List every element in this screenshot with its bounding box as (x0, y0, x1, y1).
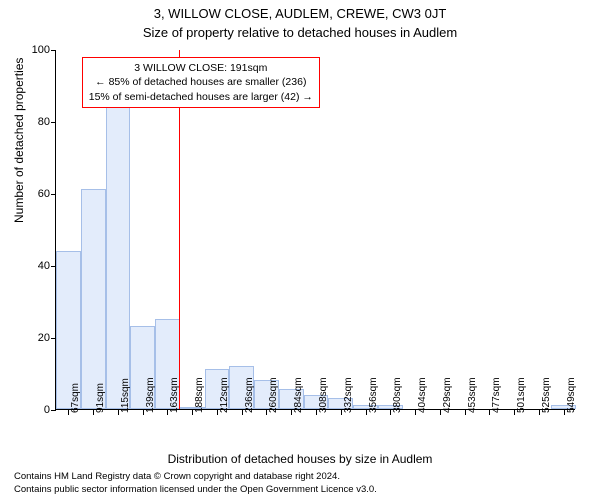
x-tick-label: 404sqm (417, 377, 428, 413)
x-tick-label: 429sqm (442, 377, 453, 413)
x-tick-label: 453sqm (467, 377, 478, 413)
x-tick-label: 356sqm (368, 377, 379, 413)
annotation-line-3: 15% of semi-detached houses are larger (… (89, 90, 313, 104)
x-tick-mark (93, 410, 94, 415)
x-tick-mark (341, 410, 342, 415)
y-axis-label: Number of detached properties (12, 58, 26, 223)
x-tick-label: 477sqm (491, 377, 502, 413)
x-tick-mark (539, 410, 540, 415)
x-tick-mark (465, 410, 466, 415)
page-title: 3, WILLOW CLOSE, AUDLEM, CREWE, CW3 0JT (0, 0, 600, 21)
copyright-line-1: Contains HM Land Registry data © Crown c… (14, 471, 377, 483)
x-tick-label: 308sqm (318, 377, 329, 413)
x-tick-label: 236sqm (244, 377, 255, 413)
x-tick-label: 284sqm (293, 377, 304, 413)
x-tick-label: 212sqm (219, 377, 230, 413)
x-tick-mark (564, 410, 565, 415)
x-tick-label: 260sqm (268, 377, 279, 413)
histogram-bar (81, 189, 106, 409)
y-tick-label: 20 (38, 332, 56, 344)
x-tick-mark (118, 410, 119, 415)
y-tick-label: 0 (44, 404, 56, 416)
y-tick-label: 60 (38, 188, 56, 200)
y-tick-label: 40 (38, 260, 56, 272)
x-tick-mark (242, 410, 243, 415)
x-tick-mark (415, 410, 416, 415)
x-tick-label: 67sqm (70, 383, 81, 413)
x-tick-label: 188sqm (194, 377, 205, 413)
x-tick-mark (316, 410, 317, 415)
x-tick-label: 501sqm (516, 377, 527, 413)
annotation-box: 3 WILLOW CLOSE: 191sqm ← 85% of detached… (82, 57, 320, 108)
y-tick-label: 100 (32, 44, 56, 56)
x-axis-label: Distribution of detached houses by size … (0, 452, 600, 466)
x-tick-mark (440, 410, 441, 415)
copyright-line-2: Contains public sector information licen… (14, 484, 377, 496)
y-tick-label: 80 (38, 116, 56, 128)
x-tick-label: 91sqm (95, 383, 106, 413)
plot-area: 02040608010067sqm91sqm115sqm139sqm163sqm… (55, 50, 575, 410)
x-tick-label: 549sqm (566, 377, 577, 413)
x-tick-label: 332sqm (343, 377, 354, 413)
annotation-line-2: ← 85% of detached houses are smaller (23… (89, 75, 313, 89)
copyright: Contains HM Land Registry data © Crown c… (14, 471, 377, 496)
annotation-line-1: 3 WILLOW CLOSE: 191sqm (89, 61, 313, 75)
x-tick-label: 525sqm (541, 377, 552, 413)
chart-container: 3, WILLOW CLOSE, AUDLEM, CREWE, CW3 0JT … (0, 0, 600, 500)
x-tick-label: 115sqm (120, 378, 131, 413)
x-tick-mark (217, 410, 218, 415)
histogram-bar (106, 107, 131, 409)
page-subtitle: Size of property relative to detached ho… (0, 21, 600, 40)
x-tick-label: 380sqm (392, 377, 403, 413)
x-tick-mark (143, 410, 144, 415)
x-tick-mark (514, 410, 515, 415)
x-tick-mark (366, 410, 367, 415)
x-tick-label: 139sqm (145, 377, 156, 413)
